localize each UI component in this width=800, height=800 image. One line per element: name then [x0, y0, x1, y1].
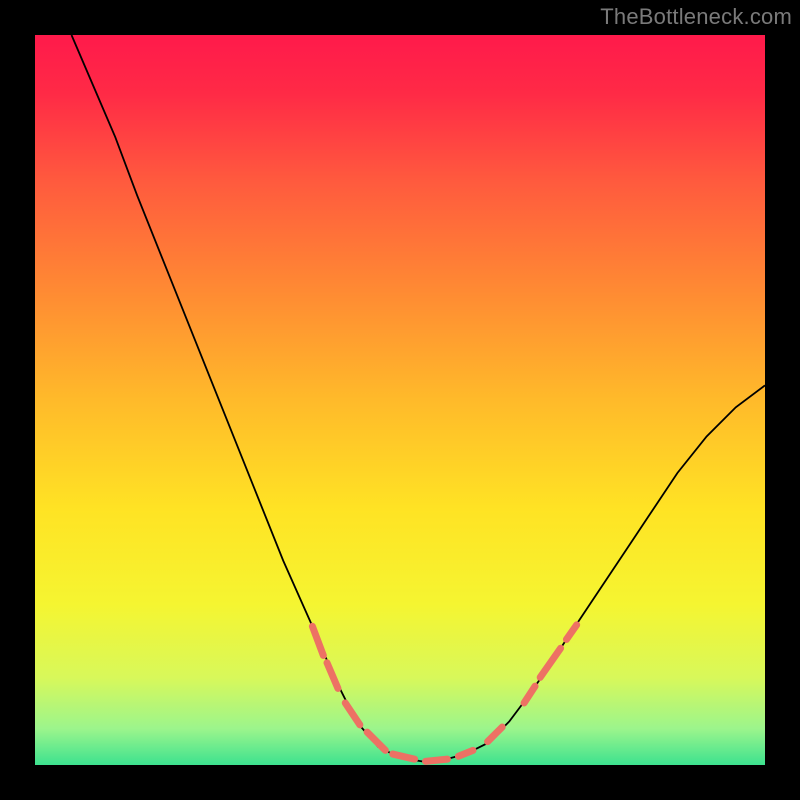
plot-background: [35, 35, 765, 765]
dash-segment: [393, 754, 415, 759]
chart-frame: TheBottleneck.com: [0, 0, 800, 800]
dash-segment: [426, 759, 448, 761]
chart-svg: [0, 0, 800, 800]
